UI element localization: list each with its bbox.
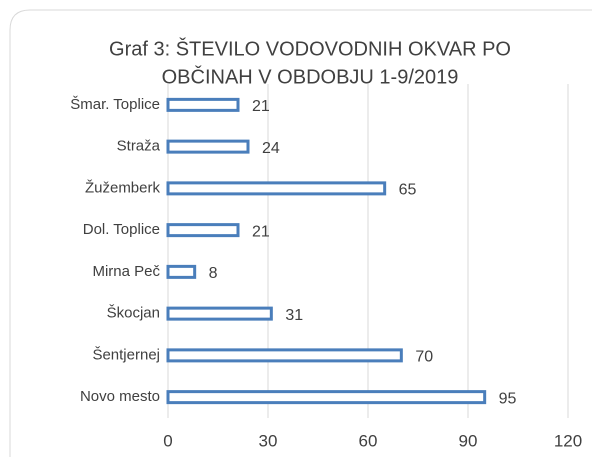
bar xyxy=(166,348,403,363)
y-tick-label: Novo mesto xyxy=(80,388,160,405)
value-label: 21 xyxy=(252,223,270,240)
x-tick-label: 30 xyxy=(259,431,278,450)
bar xyxy=(166,390,487,405)
y-tick-label: Žužemberk xyxy=(85,179,161,196)
y-tick-label: Škocjan xyxy=(107,305,160,322)
bar xyxy=(166,223,240,238)
bar xyxy=(166,306,273,321)
value-label: 8 xyxy=(209,265,218,282)
x-tick-label: 60 xyxy=(359,431,378,450)
bar xyxy=(166,97,240,112)
x-tick-label: 120 xyxy=(554,431,582,450)
chart-border xyxy=(9,9,592,457)
y-tick-label: Straža xyxy=(117,138,161,155)
y-tick-label: Mirna Peč xyxy=(92,263,160,280)
bar xyxy=(166,181,387,196)
chart-title: OBČINAH V OBDOBJU 1-9/2019 xyxy=(162,65,459,88)
x-tick-label: 0 xyxy=(163,431,172,450)
y-tick-label: Dol. Toplice xyxy=(83,221,160,238)
y-tick-label: Šmar. Toplice xyxy=(70,96,160,113)
value-label: 95 xyxy=(499,390,517,407)
bar xyxy=(166,264,197,279)
x-tick-label: 90 xyxy=(459,431,478,450)
chart-title: Graf 3: ŠTEVILO VODOVODNIH OKVAR PO xyxy=(109,37,511,60)
bar xyxy=(166,139,250,154)
value-label: 31 xyxy=(285,307,303,324)
value-label: 65 xyxy=(399,182,417,199)
value-label: 21 xyxy=(252,98,270,115)
y-tick-label: Šentjernej xyxy=(92,346,160,363)
value-label: 70 xyxy=(415,349,433,366)
value-label: 24 xyxy=(262,140,280,157)
